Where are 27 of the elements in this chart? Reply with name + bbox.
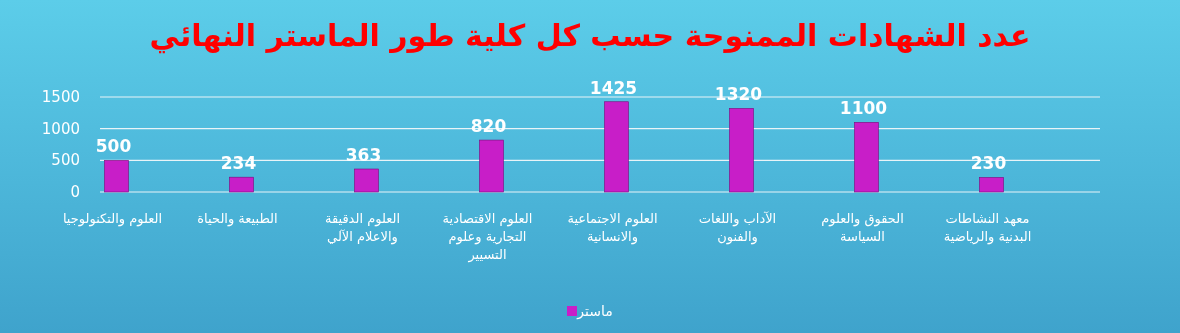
data-label: 363 (345, 145, 382, 166)
bar (104, 160, 129, 193)
bar (729, 108, 754, 193)
bar (354, 168, 379, 193)
y-tick-label: 1000 (41, 119, 80, 138)
x-tick-label: العلوم والتكنولوجيا (61, 210, 164, 228)
y-tick-label: 0 (70, 183, 80, 201)
data-label: 1320 (714, 84, 763, 105)
bar (604, 101, 629, 193)
x-tick-label: الحقوق والعلوم السياسة (820, 210, 905, 246)
bar (854, 122, 879, 193)
bar (229, 176, 254, 193)
x-tick-label: الطبيعة والحياة (196, 210, 279, 228)
y-tick-label: 500 (51, 151, 80, 170)
x-tick-label: معهد النشاطات البدنية والرياضية (942, 210, 1033, 246)
x-tick-label: العلوم الاجتماعية والانسانية (566, 210, 659, 246)
x-tick-label: العلوم الدقيقة والاعلام الآلي (323, 210, 402, 246)
chart-title: عدد الشهادات الممنوحة حسب كل كلية طور الماستر النهائي (149, 18, 1031, 54)
bar (979, 177, 1004, 193)
bar (479, 139, 504, 193)
data-label: 1100 (839, 98, 888, 119)
x-tick-label: الآداب واللغات والفنون (697, 210, 778, 246)
x-tick-label: العلوم الاقتصادية التجارية وعلوم التسيير (441, 210, 534, 264)
y-tick-label: 1500 (41, 88, 80, 106)
data-label: 500 (95, 136, 132, 157)
legend-label: ماستر (577, 303, 613, 319)
data-label: 1425 (589, 77, 638, 98)
